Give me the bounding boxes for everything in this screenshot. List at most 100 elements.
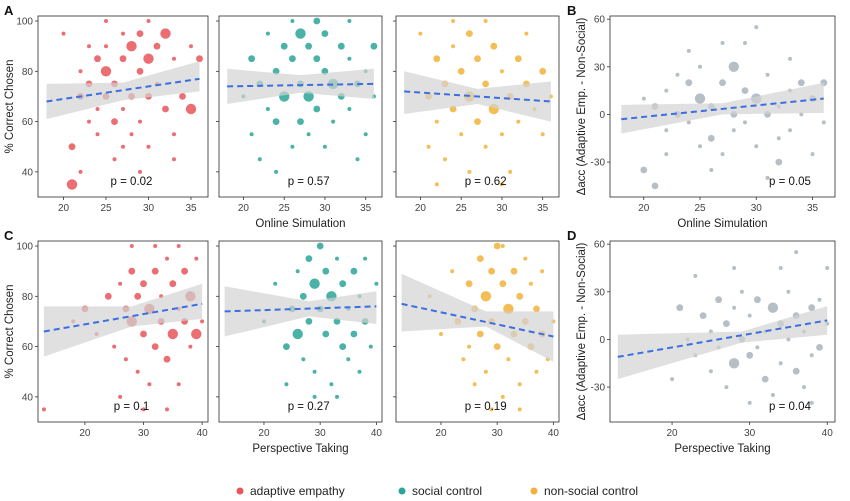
x-tick-label: 30 [751, 203, 763, 214]
x-tick-label: 30 [315, 428, 327, 439]
data-point [728, 61, 739, 72]
data-point [724, 385, 729, 390]
data-point [312, 369, 317, 374]
data-point [715, 296, 722, 304]
data-point [196, 55, 203, 63]
data-point [433, 55, 441, 63]
x-tick-label: 25 [279, 203, 291, 214]
data-point [442, 157, 447, 162]
p-value-label: p = 0.04 [769, 401, 811, 413]
data-point [720, 41, 725, 45]
data-point [292, 328, 303, 340]
data-point [194, 256, 199, 261]
data-point [489, 407, 494, 412]
data-point [118, 281, 123, 286]
data-point [301, 357, 306, 362]
data-point [368, 344, 373, 349]
data-point [490, 42, 498, 50]
data-point [775, 158, 783, 166]
data-point [476, 255, 484, 262]
data-point [87, 119, 91, 124]
data-point [140, 330, 147, 338]
plot-area [46, 19, 203, 190]
data-point [500, 394, 505, 399]
data-point [305, 42, 312, 50]
data-point [765, 175, 770, 180]
panel-letter-b: B [567, 3, 576, 18]
data-point [188, 344, 193, 349]
data-point [472, 382, 477, 387]
y-tick-label: 40 [22, 392, 34, 403]
data-point [728, 358, 740, 369]
plot-area [621, 25, 828, 190]
data-point [450, 269, 455, 274]
y-tick-label: 100 [16, 17, 33, 28]
legend-label-non-social-control: non-social control [544, 484, 638, 498]
data-point [129, 244, 134, 248]
data-point [118, 394, 123, 399]
trend-line [227, 82, 374, 88]
data-point [303, 91, 314, 102]
y-tick-label: 60 [22, 117, 34, 128]
data-point [465, 280, 473, 288]
data-point [249, 132, 254, 137]
data-point [95, 132, 100, 137]
p-value-label: p = 0.05 [769, 176, 811, 188]
x-tick-label: 25 [456, 203, 468, 214]
data-point [347, 19, 352, 23]
data-point [664, 152, 669, 157]
y-tick-label: 60 [22, 342, 34, 353]
data-point [347, 56, 352, 61]
data-point [474, 118, 481, 125]
panel-border [37, 15, 209, 198]
data-point [248, 55, 256, 63]
data-point [746, 351, 754, 359]
data-point [747, 400, 752, 405]
x-axis-label: Perspective Taking [674, 443, 770, 455]
plot-area [401, 242, 556, 412]
data-point [146, 144, 151, 149]
panel-border [609, 15, 836, 198]
data-point [337, 42, 345, 50]
data-point [499, 69, 504, 74]
x-tick-label: 20 [79, 428, 91, 439]
data-point [640, 166, 648, 174]
y-tick-label: -30 [591, 383, 606, 394]
data-point [370, 42, 378, 50]
data-point [685, 79, 693, 87]
data-point [797, 79, 805, 87]
data-point [138, 169, 142, 174]
data-point [78, 169, 83, 174]
confidence-band [46, 61, 200, 120]
p-value-label: p = 0.1 [114, 401, 150, 413]
data-point [265, 107, 270, 111]
data-point [104, 292, 112, 300]
plot-a-social: 20 25 30 35 p = 0.57 Online Simulation [216, 15, 383, 230]
x-tick-label: 30 [492, 428, 504, 439]
data-point [41, 407, 46, 412]
data-point [284, 382, 289, 387]
data-point [136, 67, 144, 75]
data-point [809, 400, 814, 405]
data-point [200, 319, 205, 324]
data-point [290, 19, 295, 23]
trend-line [43, 302, 203, 333]
data-point [719, 79, 726, 87]
x-tick-label: 40 [371, 428, 383, 439]
data-point [516, 119, 521, 124]
data-point [121, 107, 125, 111]
data-point [778, 266, 783, 270]
y-tick-label: 0 [599, 335, 605, 346]
confidence-band [617, 306, 828, 380]
data-point [309, 278, 320, 289]
data-point [739, 289, 744, 294]
legend-label-adaptive-empathy: adaptive empathy [250, 484, 345, 498]
x-tick-label: 20 [415, 203, 427, 214]
x-tick-label: 30 [319, 203, 331, 214]
data-point [167, 328, 178, 340]
plot-area [404, 19, 553, 187]
data-point [761, 375, 769, 383]
data-point [104, 19, 108, 23]
panel-border [218, 240, 383, 423]
panel-letter-a: A [4, 3, 14, 18]
